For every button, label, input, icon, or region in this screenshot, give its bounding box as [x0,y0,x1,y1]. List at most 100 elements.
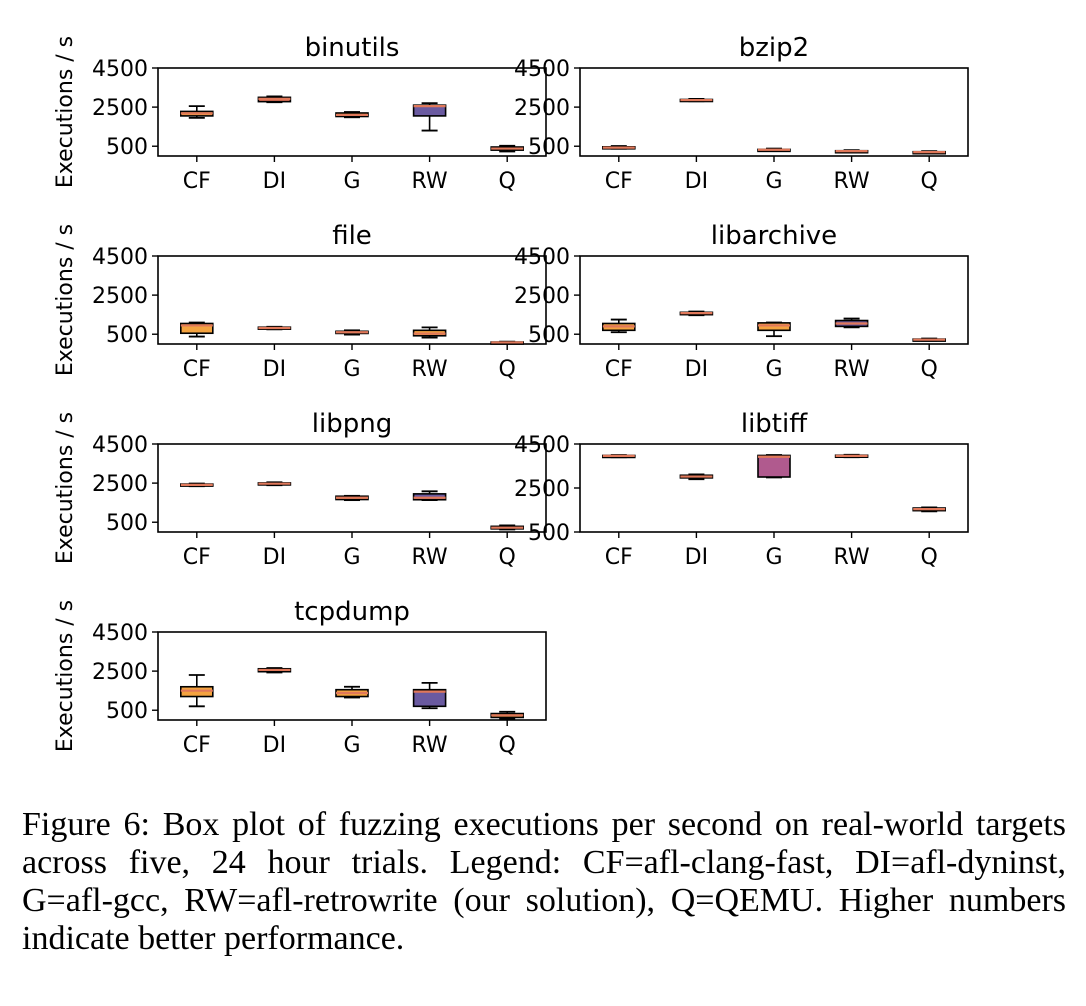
x-tick-label-G: G [765,169,782,194]
figure-grid: binutils Executions / s 500 2500 4500 CF DI G RW… [53,33,969,758]
box-iqr [412,688,447,708]
x-tick-label-Q: Q [499,169,516,194]
box-RW [412,326,447,339]
x-tick-label-Q: Q [921,357,938,382]
panel-title: libtiff [741,409,808,439]
box-RW [412,681,447,710]
x-tick-label-Q: Q [921,169,938,194]
box-CF [180,482,214,488]
y-tick-label: 2500 [92,660,148,685]
y-tick-label: 2500 [514,477,570,502]
box-DI [257,667,292,674]
y-tick-label: 2500 [92,96,148,121]
box-Q [912,150,947,155]
box-G [757,147,791,153]
box-DI [257,481,292,487]
panel-file: file Executions / s 500 2500 4500 CF DI G RW Q [53,221,547,382]
box-G [335,685,369,699]
y-axis-label: Executions / s [53,36,78,188]
x-tick-label-RW: RW [834,169,870,194]
box-G [335,494,369,502]
box-RW [834,149,869,154]
x-tick-label-Q: Q [921,545,938,570]
x-tick-label-Q: Q [499,733,516,758]
y-tick-label: 4500 [92,433,148,458]
y-tick-label: 500 [528,521,570,546]
y-tick-label: 500 [106,135,148,160]
y-tick-label: 4500 [514,433,570,458]
x-tick-label-G: G [343,357,360,382]
x-tick-label-RW: RW [834,357,870,382]
box-Q [912,506,947,513]
panel-binutils: binutils Executions / s 500 2500 4500 CF DI G RW… [53,33,547,194]
x-tick-label-DI: DI [263,733,286,758]
box-CF [601,145,636,150]
y-tick-label: 500 [528,135,570,160]
panel-title: libarchive [711,221,837,251]
box-DI [257,95,292,104]
box-RW [834,317,869,329]
y-tick-label: 500 [106,699,148,724]
panel-title: file [332,221,372,251]
box-RW [412,102,447,132]
y-axis-label: Executions / s [53,600,78,752]
x-tick-label-G: G [343,733,360,758]
y-tick-label: 4500 [92,621,148,646]
box-CF [180,321,214,338]
box-iqr [757,322,791,332]
y-tick-label: 4500 [514,57,570,82]
y-tick-label: 2500 [514,284,570,309]
panel-tcpdump: tcpdump Executions / s 500 2500 4500 CF DI G RW Q [53,597,547,758]
box-DI [679,97,714,103]
box-iqr [757,454,791,478]
plot-frame [579,67,969,157]
box-DI [257,325,292,331]
x-tick-label-DI: DI [263,169,286,194]
y-axis-label: Executions / s [53,412,78,564]
box-CF [601,318,636,334]
y-axis-label: Executions / s [53,224,78,376]
x-tick-label-RW: RW [412,169,448,194]
y-tick-label: 2500 [514,96,570,121]
box-RW [834,453,869,459]
x-tick-label-DI: DI [685,357,708,382]
x-tick-label-DI: DI [263,545,286,570]
panel-bzip2: bzip2 500 2500 4500 CF DI G RW Q [514,33,969,194]
panel-libtiff: libtiff 500 2500 4500 CF DI G RW Q [514,409,969,570]
y-tick-label: 500 [106,511,148,536]
x-tick-label-RW: RW [834,545,870,570]
x-tick-label-RW: RW [412,733,448,758]
box-plot-figure: binutils Executions / s 500 2500 4500 CF DI G RW… [53,33,969,758]
figure-caption: Figure 6: Box plot of fuzzing executions… [22,806,1066,957]
box-Q [490,524,525,531]
x-tick-label-CF: CF [183,545,211,570]
x-tick-label-Q: Q [499,545,516,570]
box-RW [412,490,447,502]
panel-libarchive: libarchive 500 2500 4500 CF DI G RW Q [514,221,969,382]
box-G [335,329,369,336]
y-tick-label: 500 [528,323,570,348]
x-tick-label-G: G [765,357,782,382]
x-tick-label-G: G [343,169,360,194]
box-Q [490,340,525,345]
plot-frame [157,443,547,533]
x-tick-label-G: G [765,545,782,570]
box-DI [679,310,714,317]
x-tick-label-RW: RW [412,545,448,570]
box-Q [912,337,947,342]
y-tick-label: 2500 [92,284,148,309]
box-G [757,321,791,338]
box-CF [180,105,214,119]
y-tick-label: 4500 [514,245,570,270]
box-Q [490,144,525,153]
y-tick-label: 500 [106,323,148,348]
x-tick-label-DI: DI [263,357,286,382]
x-tick-label-CF: CF [605,169,633,194]
panel-title: binutils [305,33,400,63]
box-CF [601,454,636,459]
x-tick-label-CF: CF [605,545,633,570]
panel-title: bzip2 [739,33,809,63]
panel-title: tcpdump [294,597,410,627]
y-tick-label: 4500 [92,245,148,270]
x-tick-label-DI: DI [685,545,708,570]
